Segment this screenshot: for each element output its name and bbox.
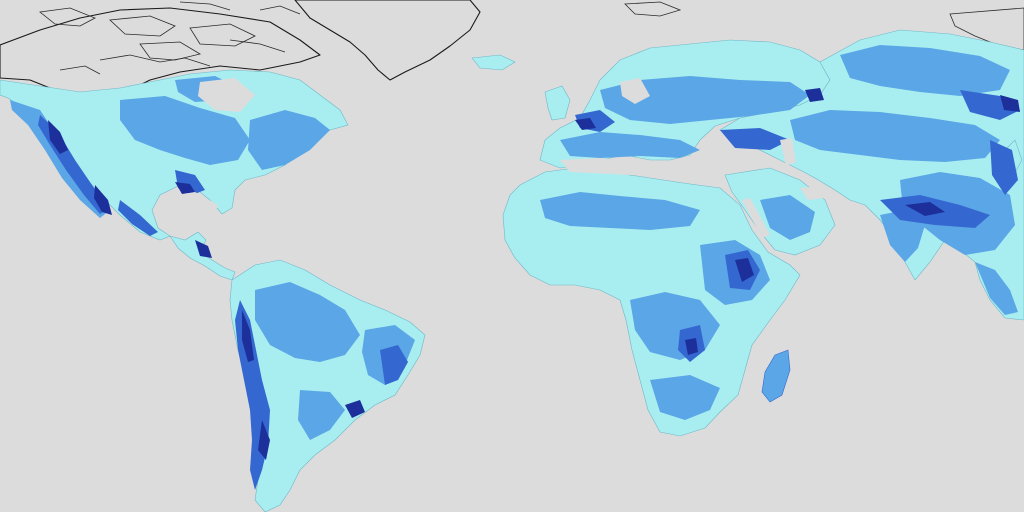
na-mexico (118, 200, 158, 236)
canada-coast-detail (59, 39, 286, 75)
sa-andes-peak (242, 310, 254, 362)
region-iceland (471, 54, 516, 71)
sa-brazil-east (380, 345, 408, 385)
black-sea (700, 138, 735, 152)
sa-east-coast (345, 400, 365, 418)
arctic-islands-outline (179, 1, 301, 15)
red-sea (742, 198, 770, 238)
region-madagascar (761, 349, 791, 403)
europe-patch (600, 76, 810, 124)
asia-east-coast (990, 140, 1018, 195)
class-very-high-layer (48, 88, 1020, 460)
sa-patch-south (298, 390, 345, 440)
asia-patch-southeast (975, 262, 1018, 315)
asia-himalaya-peak (905, 202, 945, 216)
na-patch-east (248, 110, 330, 170)
na-cascades (48, 120, 68, 154)
mediterranean (560, 158, 710, 178)
asia-north-dark (1000, 95, 1020, 112)
europe-scandinavia (575, 118, 596, 130)
na-gulf-coast (175, 182, 195, 194)
africa-patch-south (650, 375, 720, 420)
central-am-high (195, 240, 212, 258)
africa-lakes (685, 338, 698, 355)
greenland (294, 0, 481, 81)
europe-patch-south (560, 132, 700, 158)
asia-siberia-high (960, 90, 1020, 120)
sa-south-andes (258, 420, 270, 460)
asia-patch-india (880, 210, 925, 262)
europe-caucasus (720, 128, 790, 150)
sa-patch-amazon (255, 282, 360, 362)
hudson-bay (198, 78, 255, 112)
caspian-sea (780, 138, 796, 166)
coastline-overlay (59, 1, 301, 75)
asia-caspian-dark (805, 88, 824, 102)
persian-gulf (800, 186, 826, 200)
inland-water-layer (160, 78, 826, 238)
africa-east-high (735, 258, 754, 282)
region-british-isles (544, 85, 571, 121)
na-patch-plains (120, 96, 250, 165)
asia-patch-siberia (840, 45, 1010, 96)
asia-patch-central (790, 110, 1000, 162)
arabia-patch (760, 195, 815, 240)
africa-patch-sahel (540, 192, 700, 230)
baltic-sea (620, 78, 650, 104)
na-sierra-madre (94, 185, 112, 215)
gulf-of-mexico (160, 192, 218, 230)
svalbard (624, 1, 682, 17)
arctic-archipelago-north (39, 7, 256, 61)
